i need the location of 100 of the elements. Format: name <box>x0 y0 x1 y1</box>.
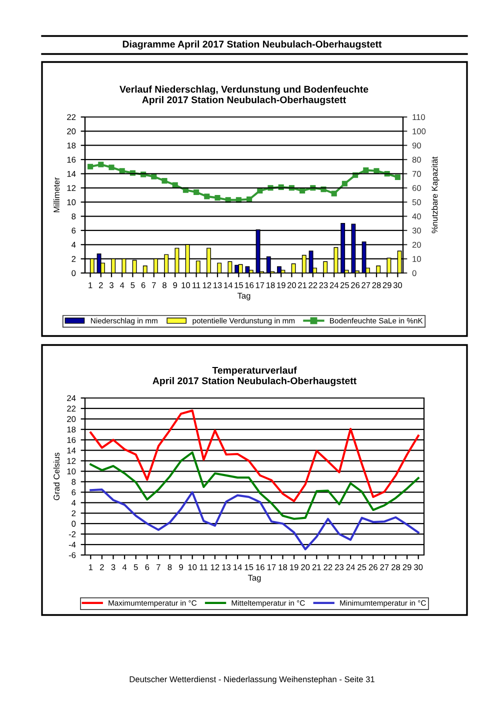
y-tick-label: 8 <box>72 213 76 220</box>
point <box>98 162 104 168</box>
point <box>214 195 220 201</box>
y-tick-label: 18 <box>67 142 76 148</box>
x-tick-label: 1 <box>88 564 93 570</box>
y-tick-label: 10 <box>67 468 76 474</box>
bar <box>142 266 148 273</box>
bar <box>291 263 296 273</box>
x-tick-label: 30 <box>393 282 402 288</box>
x-tick-label: 26 <box>351 282 360 288</box>
x-tick-label: 5 <box>130 282 135 288</box>
line-series <box>90 451 420 520</box>
y-tick-label: 24 <box>67 395 76 402</box>
y-tick-label: 2 <box>72 510 76 516</box>
point <box>342 180 348 186</box>
x-tick-label: 3 <box>110 282 114 288</box>
y2-tick-label: 10 <box>412 256 421 262</box>
bar <box>245 266 250 273</box>
point <box>108 164 114 170</box>
x-tick-label: 7 <box>156 564 160 570</box>
y2-tick-label: 60 <box>412 185 421 192</box>
x-axis-title: Tag <box>248 574 261 582</box>
x-tick-label: 15 <box>234 282 243 288</box>
line-series <box>90 488 420 550</box>
x-tick-label: 28 <box>372 282 381 288</box>
y2-tick-label: 40 <box>412 213 421 220</box>
chart-title: Temperaturverlauf April 2017 Station Neubulach-Oberhaugstett <box>152 366 356 386</box>
y-tick-label: 18 <box>67 426 76 432</box>
x-tick-label: 11 <box>200 564 208 570</box>
y-tick-label: 20 <box>67 416 76 422</box>
x-tick-label: 22 <box>308 282 318 288</box>
x-tick-label: 10 <box>182 282 190 288</box>
x-tick-label: 1 <box>88 282 92 288</box>
y-tick-label: 14 <box>67 448 76 454</box>
x-tick-label: 13 <box>222 564 231 570</box>
text: Deutscher Wetterdienst - Niederlassung Weihenstephan - Seite 31 <box>130 676 374 684</box>
y2-tick-label: 20 <box>412 242 421 248</box>
point <box>172 182 178 188</box>
y-tick-label: -6 <box>68 552 76 558</box>
y2-tick-label: 80 <box>412 156 421 163</box>
bar <box>248 270 254 273</box>
point <box>363 167 369 173</box>
x-tick-label: 13 <box>214 282 222 288</box>
x-tick-label: 6 <box>145 564 150 570</box>
x-tick-label: 17 <box>267 564 276 570</box>
x-tick-label: 19 <box>290 564 298 570</box>
y-tick-label: 12 <box>67 185 76 191</box>
point <box>151 174 157 180</box>
x-tick-label: 29 <box>382 282 392 288</box>
bar <box>228 261 232 273</box>
x-tick-label: 20 <box>301 564 310 570</box>
x-tick-label: 26 <box>368 564 378 570</box>
x-tick-label: 16 <box>245 282 254 288</box>
x-tick-label: 27 <box>362 282 370 288</box>
point <box>204 194 210 200</box>
y2-tick-label: 90 <box>412 142 421 148</box>
x-tick-label: 24 <box>330 282 338 288</box>
point <box>194 189 200 195</box>
x-tick-label: 28 <box>392 564 400 570</box>
x-tick-label: 18 <box>278 564 288 570</box>
x-tick-label: 11 <box>192 282 200 288</box>
y2-tick-label: 30 <box>412 228 421 234</box>
x-tick-label: 3 <box>111 564 116 570</box>
bar <box>234 264 240 273</box>
y-tick-label: -4 <box>68 542 76 548</box>
x-tick-label: 20 <box>287 282 296 288</box>
y2-tick-label: 50 <box>412 199 421 206</box>
y-tick-label: 4 <box>72 500 76 506</box>
x-tick-label: 6 <box>141 282 146 288</box>
x-tick-label: 21 <box>298 282 307 288</box>
x-tick-label: 14 <box>224 282 232 288</box>
x-tick-label: 23 <box>335 564 344 570</box>
x-tick-label: 19 <box>277 282 286 288</box>
y-tick-label: 6 <box>72 228 76 234</box>
point <box>119 168 125 174</box>
bar <box>277 266 282 273</box>
y-tick-label: 0 <box>72 270 76 276</box>
x-tick-label: 12 <box>202 282 212 288</box>
y-tick-label: 20 <box>67 128 76 134</box>
x-tick-label: 17 <box>256 282 264 288</box>
y-tick-label: 6 <box>72 489 76 496</box>
x-tick-label: 8 <box>168 564 172 570</box>
y-tick-label: 10 <box>67 199 76 206</box>
y-tick-label: 0 <box>72 520 76 527</box>
y2-tick-label: 100 <box>412 128 426 134</box>
x-tick-label: 16 <box>256 564 264 570</box>
x-tick-label: 30 <box>414 564 423 570</box>
x-tick-label: 27 <box>380 564 389 570</box>
x-tick-label: 12 <box>210 564 220 570</box>
line-series <box>90 410 420 502</box>
y-tick-label: 22 <box>67 114 76 120</box>
point <box>268 185 274 191</box>
y2-axis-title: %nutzbare Kapazität <box>431 156 440 234</box>
x-tick-label: 25 <box>358 564 366 570</box>
point <box>394 174 400 180</box>
x-tick-label: 25 <box>340 282 349 288</box>
x-tick-label: 9 <box>179 564 183 570</box>
x-tick-label: 23 <box>319 282 328 288</box>
bar <box>323 261 328 273</box>
point <box>331 190 337 196</box>
